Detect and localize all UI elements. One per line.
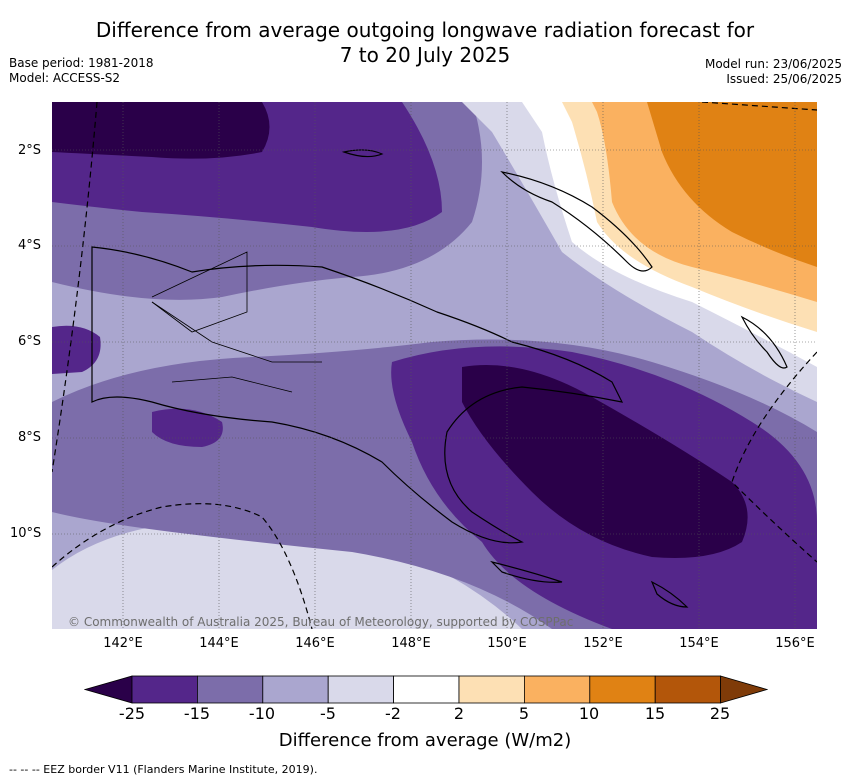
model-run-text: Model run: 23/06/2025	[704, 57, 842, 71]
colorbar-label-7: 10	[578, 704, 600, 723]
colorbar-label-2: -10	[248, 704, 276, 723]
colorbar-segment-9	[654, 675, 722, 704]
province-borders	[91, 247, 322, 402]
base-period-text: Base period: 1981-2018	[9, 56, 154, 70]
colorbar-title: Difference from average (W/m2)	[278, 730, 572, 751]
colorbar-label-0: -25	[118, 704, 146, 723]
colorbar-segment-1	[131, 675, 198, 704]
lat-tick-10s: 10°S	[10, 526, 42, 541]
lat-tick-6s: 6°S	[18, 334, 42, 349]
colorbar-label-8: 15	[644, 704, 666, 723]
colorbar	[84, 675, 768, 704]
lat-tick-8s: 8°S	[18, 430, 42, 445]
lon-tick-146e: 146°E	[295, 636, 335, 651]
colorbar-segment-3	[262, 675, 329, 704]
colorbar-label-4: -2	[385, 704, 401, 723]
colorbar-segment-6	[458, 675, 525, 704]
meta-left: Base period: 1981-2018 Model: ACCESS-S2	[9, 56, 154, 86]
chart-title: Difference from average outgoing longwav…	[0, 18, 850, 68]
colorbar-label-1: -15	[183, 704, 211, 723]
colorbar-label-3: -5	[320, 704, 336, 723]
colorbar-label-6: 5	[518, 704, 530, 723]
colorbar-segment-4	[327, 675, 394, 704]
olr-anomaly-map: © Commonwealth of Australia 2025, Bureau…	[52, 102, 817, 629]
colorbar-segment-0	[84, 675, 133, 704]
title-line-1: Difference from average outgoing longwav…	[95, 18, 755, 42]
band-minus-25-north	[52, 102, 270, 159]
colorbar-label-5: 2	[453, 704, 465, 723]
band-minus-2-southwest	[52, 520, 522, 629]
lon-tick-148e: 148°E	[391, 636, 431, 651]
lon-tick-144e: 144°E	[199, 636, 239, 651]
lon-tick-154e: 154°E	[679, 636, 719, 651]
coastline	[91, 149, 788, 608]
meta-right: Model run: 23/06/2025 Issued: 25/06/2025	[705, 57, 842, 87]
lon-tick-156e: 156°E	[775, 636, 815, 651]
lat-tick-2s: 2°S	[18, 143, 42, 158]
lon-tick-152e: 152°E	[583, 636, 623, 651]
colorbar-segment-5	[393, 675, 460, 704]
eez-border	[52, 102, 817, 629]
title-line-2: 7 to 20 July 2025	[339, 43, 511, 67]
lon-tick-150e: 150°E	[487, 636, 527, 651]
graticule	[52, 102, 817, 629]
band-plus-15	[647, 102, 817, 267]
map-credit: © Commonwealth of Australia 2025, Bureau…	[68, 615, 573, 629]
band-minus-15-west	[52, 325, 101, 374]
band-minus-15-highlands	[152, 408, 223, 447]
band-minus-25-south	[462, 365, 748, 558]
colorbar-label-9: 25	[709, 704, 731, 723]
colorbar-segment-2	[197, 675, 264, 704]
colorbar-segment-7	[523, 675, 591, 704]
lon-tick-142e: 142°E	[103, 636, 143, 651]
colorbar-segment-10	[720, 675, 768, 704]
issued-text: Issued: 25/06/2025	[726, 72, 842, 86]
colorbar-segment-8	[589, 675, 656, 704]
eez-footnote: -- -- -- EEZ border V11 (Flanders Marine…	[9, 763, 318, 776]
lat-tick-4s: 4°S	[18, 238, 42, 253]
model-text: Model: ACCESS-S2	[9, 71, 121, 85]
